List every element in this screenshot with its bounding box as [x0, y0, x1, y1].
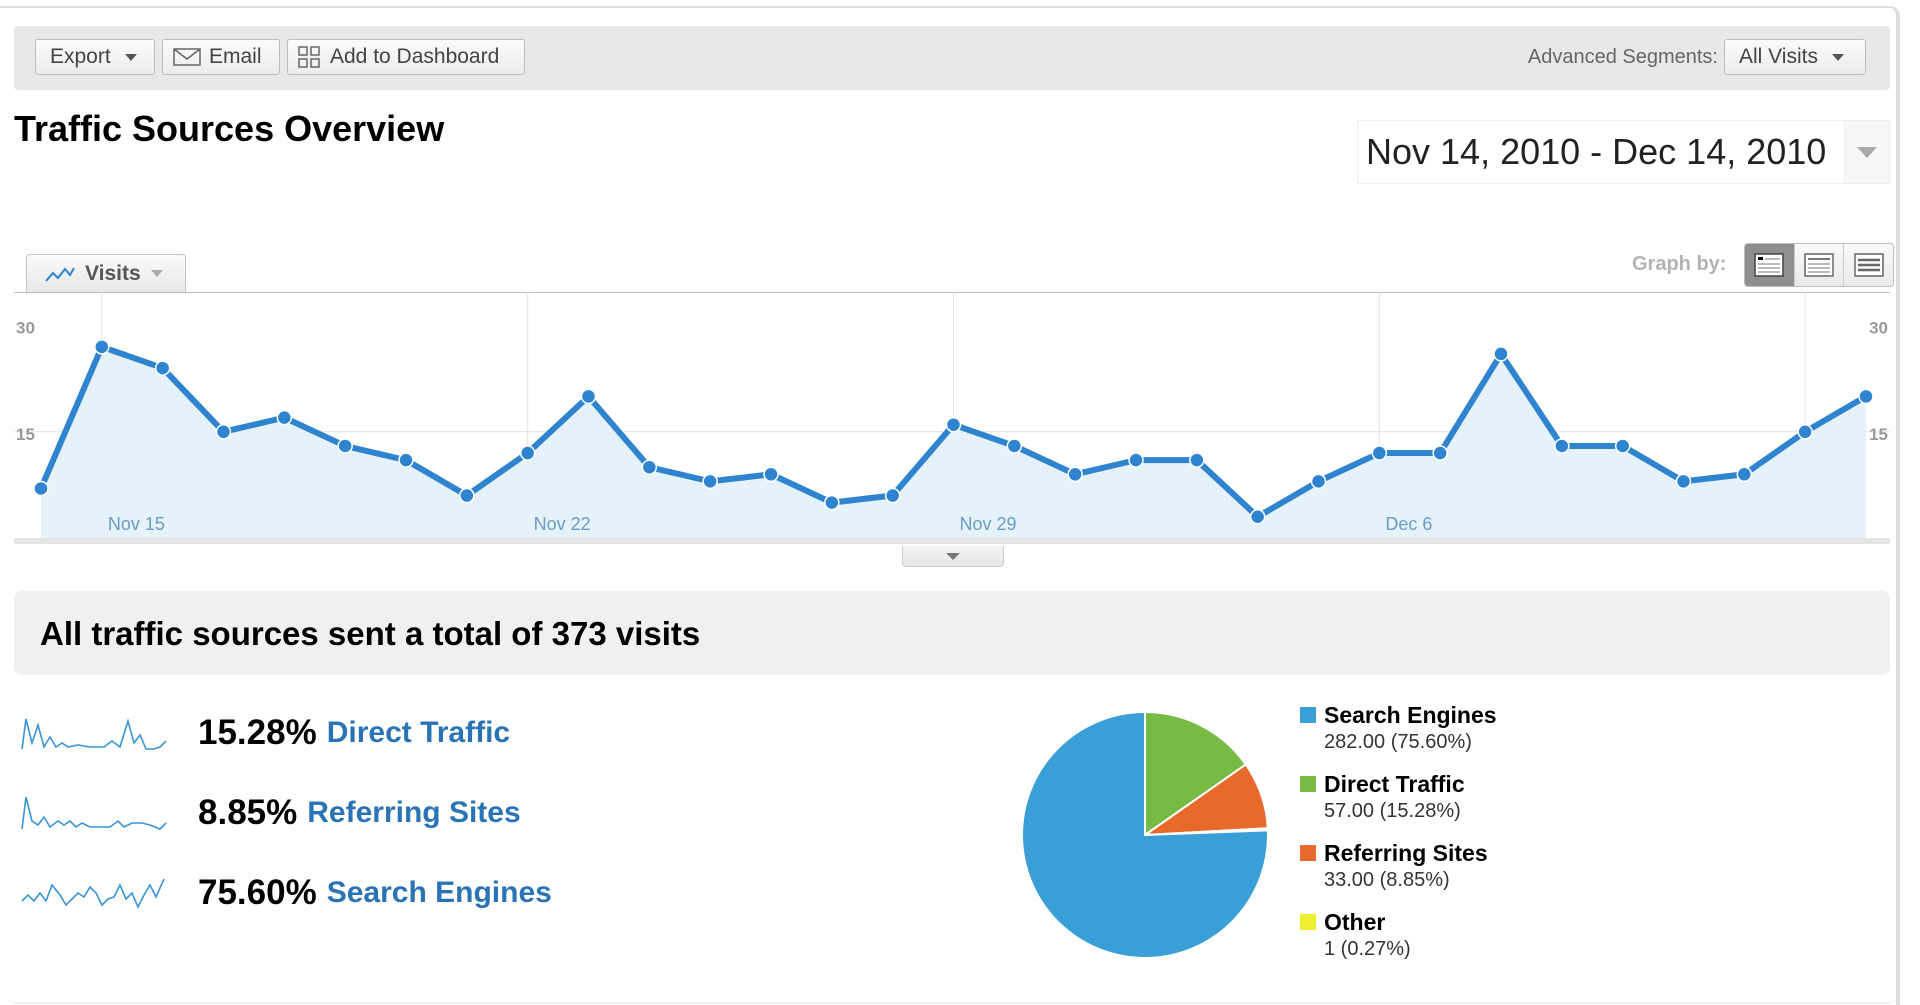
date-range-dropdown[interactable]	[1844, 121, 1889, 183]
sparkline-referring	[21, 796, 167, 830]
segments-value: All Visits	[1739, 45, 1818, 68]
direct-traffic-link[interactable]: Direct Traffic	[326, 716, 511, 749]
export-label: Export	[50, 45, 111, 68]
report-frame	[0, 6, 1900, 1005]
svg-text:Dec 6: Dec 6	[1385, 514, 1432, 534]
pie-slice[interactable]	[1021, 710, 1269, 959]
source-row-referring: 8.85% Referring Sites	[20, 788, 521, 838]
summary-text: All traffic sources sent a total of 373 …	[40, 615, 701, 652]
legend-swatch	[1300, 707, 1316, 723]
search-percent: 75.60%	[198, 873, 317, 912]
chevron-down-icon	[946, 552, 960, 560]
visits-line-chart[interactable]: 30 30 15 15 Nov 15 Nov 22 Nov 29 Dec 6	[14, 291, 1890, 550]
legend-swatch	[1300, 776, 1316, 792]
month-view-icon	[1853, 253, 1884, 277]
traffic-pie-chart[interactable]	[1020, 710, 1270, 960]
graph-by-month-button[interactable]	[1843, 244, 1893, 286]
envelope-icon	[173, 48, 201, 66]
advanced-segments-label: Advanced Segments:	[1527, 46, 1718, 68]
referring-sites-link[interactable]: Referring Sites	[307, 796, 521, 829]
line-chart-icon	[45, 266, 75, 282]
legend-name: Search Engines	[1324, 702, 1497, 728]
metric-label: Visits	[85, 261, 141, 285]
svg-text:Nov 29: Nov 29	[960, 514, 1017, 534]
day-view-icon	[1754, 253, 1785, 277]
graph-by-toggle	[1744, 243, 1894, 287]
svg-text:Nov 15: Nov 15	[108, 514, 165, 534]
date-range-picker[interactable]: Nov 14, 2010 - Dec 14, 2010	[1357, 120, 1890, 184]
graph-by-label: Graph by:	[1632, 253, 1727, 275]
week-view-icon	[1804, 253, 1834, 277]
legend-value: 1 (0.27%)	[1324, 938, 1411, 960]
email-button[interactable]: Email	[162, 39, 280, 75]
referring-percent: 8.85%	[198, 793, 298, 832]
legend-name: Other	[1324, 909, 1386, 935]
legend-value: 33.00 (8.85%)	[1324, 869, 1450, 891]
legend-value: 57.00 (15.28%)	[1324, 800, 1461, 822]
expand-graph-button[interactable]	[902, 546, 1004, 567]
svg-text:15: 15	[1869, 425, 1888, 444]
chevron-down-icon	[150, 270, 163, 277]
source-row-search: 75.60% Search Engines	[20, 868, 552, 918]
divider	[14, 1002, 1890, 1004]
legend-swatch	[1300, 914, 1316, 930]
source-row-direct: 15.28% Direct Traffic	[20, 708, 510, 758]
legend-value: 282.00 (75.60%)	[1324, 731, 1472, 753]
search-engines-link[interactable]: Search Engines	[326, 876, 552, 909]
svg-text:Nov 22: Nov 22	[534, 514, 591, 534]
graph-by-week-button[interactable]	[1793, 244, 1844, 286]
chevron-down-icon	[1831, 53, 1844, 61]
advanced-segments-select[interactable]: All Visits	[1724, 39, 1866, 75]
email-label: Email	[209, 45, 262, 68]
add-to-dashboard-label: Add to Dashboard	[330, 45, 500, 68]
legend-name: Referring Sites	[1324, 840, 1488, 866]
report-toolbar: Export Email Add to Dashboard Advanced S…	[14, 26, 1890, 90]
legend-name: Direct Traffic	[1324, 771, 1465, 797]
chevron-down-icon	[124, 53, 137, 61]
page-title: Traffic Sources Overview	[14, 108, 445, 149]
sparkline-direct	[21, 718, 167, 750]
svg-text:30: 30	[1869, 319, 1888, 338]
add-to-dashboard-button[interactable]: Add to Dashboard	[287, 39, 525, 75]
date-range-text: Nov 14, 2010 - Dec 14, 2010	[1366, 131, 1827, 172]
direct-percent: 15.28%	[198, 713, 317, 752]
sparkline-search	[21, 878, 165, 909]
dashboard-grid-icon	[298, 46, 320, 68]
metric-selector-tab[interactable]: Visits	[26, 254, 186, 292]
svg-text:15: 15	[16, 425, 35, 444]
svg-text:30: 30	[16, 319, 35, 338]
graph-by-day-button[interactable]	[1745, 244, 1794, 286]
summary-banner: All traffic sources sent a total of 373 …	[14, 591, 1890, 675]
chevron-down-icon	[1857, 146, 1877, 158]
export-button[interactable]: Export	[35, 39, 155, 75]
legend-swatch	[1300, 845, 1316, 861]
pie-slice[interactable]	[1144, 710, 1248, 837]
